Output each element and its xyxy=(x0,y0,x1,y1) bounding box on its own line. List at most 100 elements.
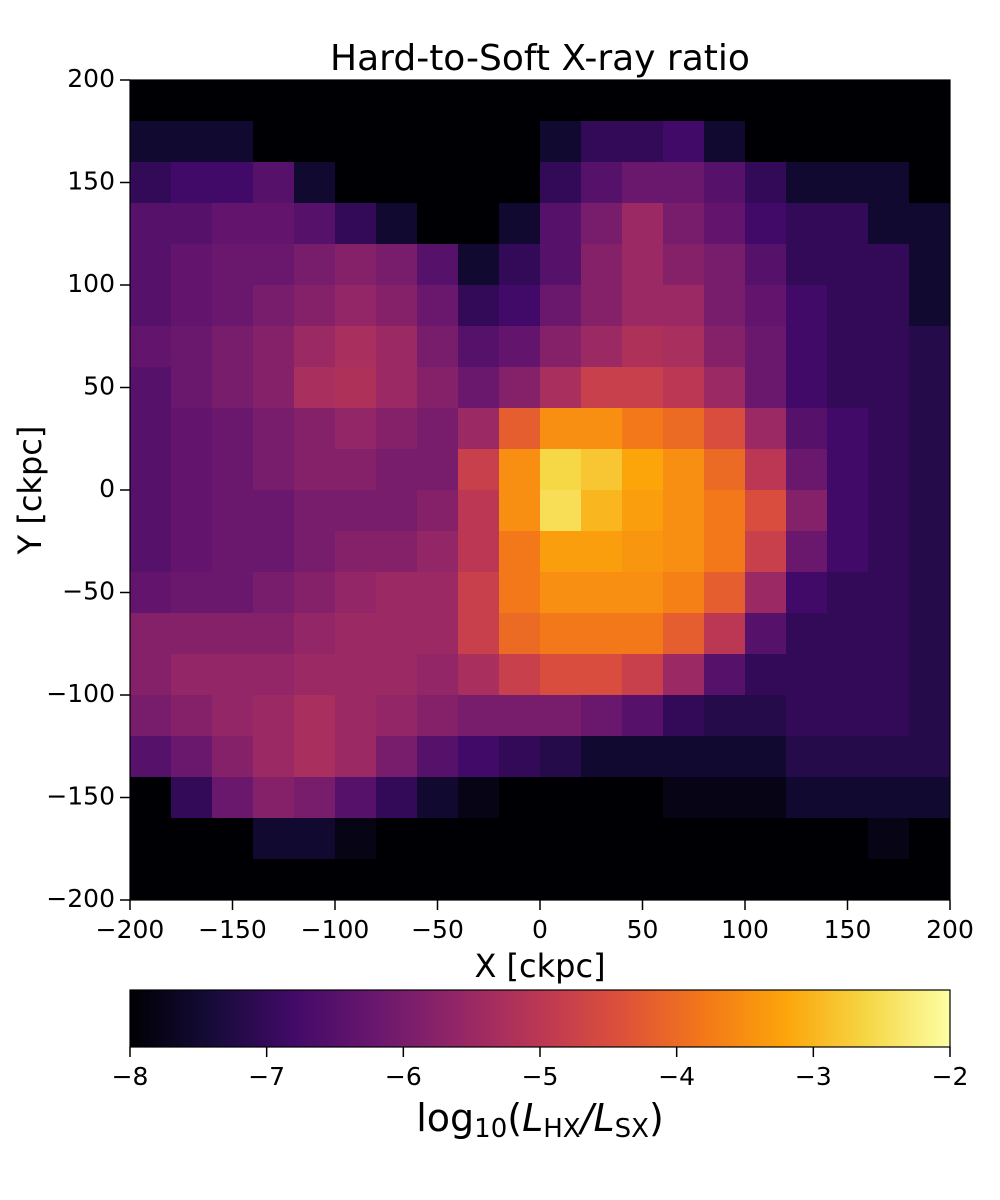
heatmap-cell xyxy=(171,121,213,163)
heatmap-cell xyxy=(540,162,582,204)
heatmap-cell xyxy=(417,367,459,409)
heatmap-cell xyxy=(253,490,295,532)
heatmap-cell xyxy=(663,859,705,901)
heatmap-cell xyxy=(458,531,500,573)
heatmap-cell xyxy=(294,449,336,491)
heatmap-cell xyxy=(417,326,459,368)
heatmap-cell xyxy=(745,572,787,614)
y-tick-label: −100 xyxy=(46,679,115,708)
heatmap-cell xyxy=(417,80,459,122)
heatmap-cell xyxy=(294,736,336,778)
heatmap-cell xyxy=(540,818,582,860)
heatmap-cell xyxy=(540,490,582,532)
heatmap-cell xyxy=(376,162,418,204)
heatmap-cell xyxy=(540,531,582,573)
heatmap-cell xyxy=(663,121,705,163)
x-tick-label: −150 xyxy=(198,915,267,944)
heatmap-cell xyxy=(786,244,828,286)
y-tick-label: −200 xyxy=(46,884,115,913)
heatmap-cell xyxy=(622,121,664,163)
label-part: HX xyxy=(543,1114,580,1144)
heatmap-cell xyxy=(171,613,213,655)
heatmap-cell xyxy=(212,121,254,163)
heatmap-cell xyxy=(868,613,910,655)
heatmap-cell xyxy=(212,736,254,778)
heatmap-cell xyxy=(622,695,664,737)
heatmap-cell xyxy=(663,490,705,532)
heatmap-cell xyxy=(540,367,582,409)
heatmap-cell xyxy=(376,736,418,778)
heatmap-cell xyxy=(376,449,418,491)
x-tick-label: 200 xyxy=(926,915,974,944)
heatmap-cell xyxy=(458,326,500,368)
heatmap-cell xyxy=(171,285,213,327)
heatmap-cell xyxy=(663,408,705,450)
heatmap-cell xyxy=(663,244,705,286)
heatmap-cell xyxy=(909,777,951,819)
heatmap-cell xyxy=(417,818,459,860)
heatmap-cell xyxy=(663,285,705,327)
heatmap-cell xyxy=(376,531,418,573)
heatmap-cell xyxy=(909,285,951,327)
heatmap-cell xyxy=(745,203,787,245)
y-tick-label: −50 xyxy=(62,577,115,606)
heatmap-cell xyxy=(786,285,828,327)
heatmap-cell xyxy=(622,490,664,532)
heatmap-cell xyxy=(622,572,664,614)
heatmap-cell xyxy=(130,859,172,901)
heatmap-cell xyxy=(499,121,541,163)
heatmap-cell xyxy=(827,654,869,696)
heatmap-cell xyxy=(130,777,172,819)
heatmap-cell xyxy=(786,80,828,122)
heatmap-cell xyxy=(417,449,459,491)
heatmap-cell xyxy=(827,490,869,532)
heatmap-cell xyxy=(868,449,910,491)
heatmap-cell xyxy=(581,285,623,327)
heatmap-cell xyxy=(868,408,910,450)
heatmap-cell xyxy=(827,244,869,286)
heatmap-cell xyxy=(868,326,910,368)
heatmap-cell xyxy=(540,613,582,655)
x-tick-label: −200 xyxy=(96,915,165,944)
label-part: L xyxy=(522,1096,543,1140)
heatmap-cell xyxy=(868,572,910,614)
heatmap-cell xyxy=(253,244,295,286)
heatmap-cell xyxy=(909,695,951,737)
heatmap-cell xyxy=(253,777,295,819)
heatmap-cell xyxy=(212,449,254,491)
heatmap-cell xyxy=(704,244,746,286)
heatmap-cell xyxy=(499,531,541,573)
x-tick-label: 50 xyxy=(627,915,659,944)
heatmap-cell xyxy=(458,203,500,245)
heatmap-cell xyxy=(499,244,541,286)
heatmap-cell xyxy=(745,654,787,696)
heatmap-cell xyxy=(745,859,787,901)
heatmap-cell xyxy=(704,613,746,655)
heatmap-cell xyxy=(458,80,500,122)
heatmap-cell xyxy=(171,203,213,245)
heatmap-cell xyxy=(622,859,664,901)
heatmap-cell xyxy=(130,531,172,573)
heatmap-cell xyxy=(786,777,828,819)
heatmap-cell xyxy=(909,859,951,901)
heatmap-cell xyxy=(212,572,254,614)
heatmap-cell xyxy=(335,244,377,286)
heatmap-cell xyxy=(704,777,746,819)
heatmap-cell xyxy=(499,285,541,327)
heatmap-cell xyxy=(581,449,623,491)
heatmap-cell xyxy=(253,121,295,163)
heatmap-cell xyxy=(909,449,951,491)
heatmap-cell xyxy=(786,449,828,491)
label-part: SX xyxy=(615,1114,649,1144)
heatmap-cell xyxy=(335,203,377,245)
heatmap-cell xyxy=(212,285,254,327)
heatmap-cell xyxy=(909,613,951,655)
heatmap-cell xyxy=(786,326,828,368)
y-tick-label: −150 xyxy=(46,782,115,811)
heatmap-cell xyxy=(868,121,910,163)
heatmap-cell xyxy=(786,818,828,860)
heatmap-cell xyxy=(909,736,951,778)
heatmap-cell xyxy=(786,695,828,737)
heatmap-cell xyxy=(458,736,500,778)
heatmap-cell xyxy=(540,736,582,778)
